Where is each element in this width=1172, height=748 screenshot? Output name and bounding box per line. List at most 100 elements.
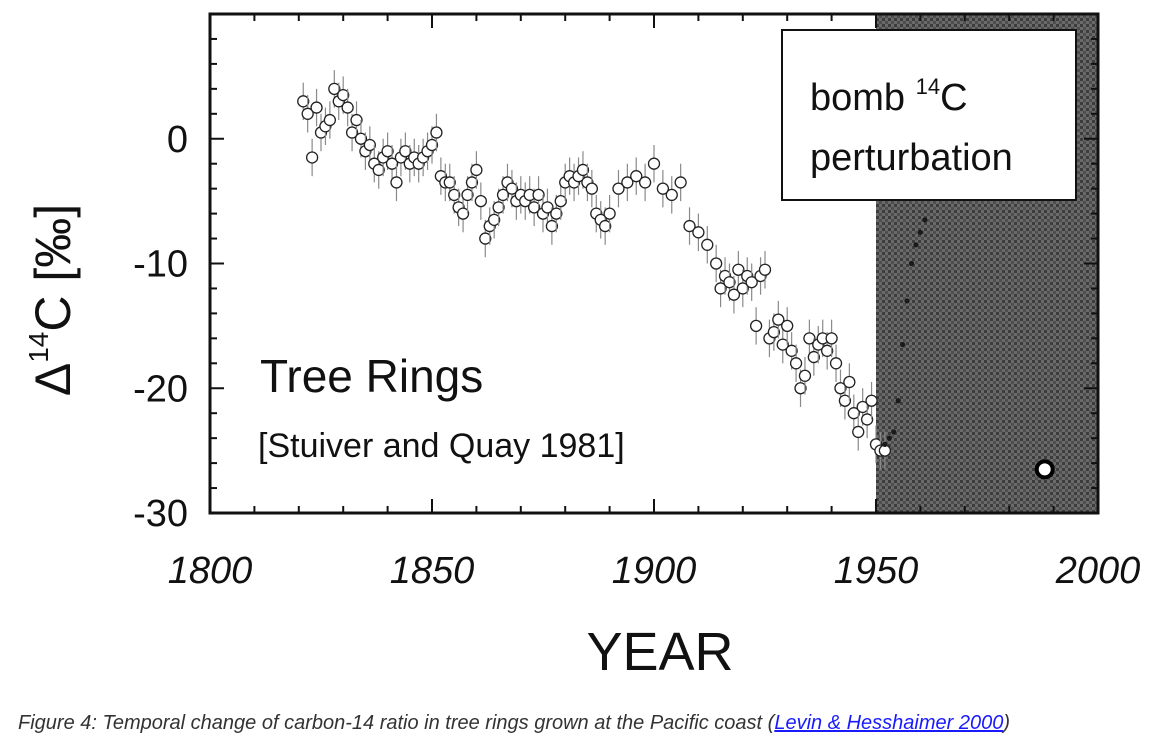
data-point	[474, 194, 487, 208]
data-point	[345, 126, 359, 139]
data-point	[488, 213, 501, 226]
data-point	[798, 369, 812, 382]
bomb-data-point	[895, 398, 901, 404]
caption-text: Figure 4: Temporal change of carbon-14 r…	[18, 712, 775, 734]
data-point	[310, 101, 323, 114]
data-point	[301, 107, 314, 120]
data-point	[860, 413, 874, 426]
data-point	[612, 182, 625, 195]
bomb-data-point	[882, 441, 888, 447]
data-point	[550, 207, 563, 220]
chart: 0 -10 -20 -30 1800 1850 1900 1950 2000 Y…	[23, 12, 1141, 682]
x-tick-label: 1950	[834, 550, 919, 592]
data-point	[350, 113, 363, 127]
data-point	[297, 95, 310, 108]
plot-frame	[208, 12, 1100, 515]
data-point	[456, 207, 470, 220]
data-point	[665, 188, 678, 202]
data-point	[443, 176, 456, 189]
x-tick-label: 1800	[168, 550, 253, 592]
bomb-data-point	[900, 341, 906, 348]
data-point	[829, 357, 843, 370]
data-point	[825, 332, 838, 345]
data-point	[532, 188, 545, 202]
data-point	[390, 176, 403, 189]
data-point	[674, 176, 687, 189]
x-tick-label: 1900	[612, 550, 697, 592]
bomb-annotation-line2: perturbation	[810, 137, 1013, 179]
caption-close: )	[1003, 712, 1011, 734]
recent-data-point	[1034, 459, 1055, 480]
annotation-source: [Stuiver and Quay 1981]	[258, 427, 625, 465]
data-point	[821, 344, 834, 357]
data-point	[852, 425, 865, 439]
caption-citation-link[interactable]: Levin & Hesshaimer 2000	[774, 712, 1004, 734]
data-point	[736, 282, 749, 295]
data-point	[732, 263, 745, 276]
y-tick-label: 0	[167, 119, 188, 161]
data-point	[772, 313, 785, 326]
data-point	[630, 170, 643, 183]
data-point	[425, 138, 439, 152]
data-point	[727, 288, 741, 301]
data-point	[785, 344, 798, 357]
data-point	[305, 151, 319, 164]
data-point	[701, 238, 714, 251]
data-point	[656, 182, 670, 195]
data-point	[638, 176, 652, 189]
data-point	[385, 157, 399, 170]
data-point	[647, 157, 661, 170]
bomb-data-point	[913, 242, 919, 248]
data-point	[554, 194, 567, 208]
data-point	[758, 263, 772, 276]
data-point	[847, 407, 860, 420]
data-point	[745, 276, 758, 289]
data-point	[710, 257, 723, 270]
data-points	[297, 70, 1055, 480]
y-tick-label: -30	[133, 493, 188, 535]
data-point	[585, 182, 598, 195]
data-point	[465, 176, 479, 189]
bomb-data-point	[891, 429, 897, 435]
data-point	[807, 350, 820, 364]
data-point	[692, 226, 705, 239]
data-point	[603, 207, 616, 220]
data-point	[749, 319, 763, 333]
data-point	[492, 201, 505, 214]
data-point	[723, 276, 736, 289]
data-point	[337, 88, 350, 102]
data-point	[789, 357, 803, 370]
data-point	[838, 394, 852, 407]
x-tick-label: 1850	[390, 550, 475, 592]
x-tick-label: 2000	[1055, 550, 1141, 592]
data-point	[363, 138, 376, 152]
bomb-data-point	[922, 217, 928, 223]
bomb-data-point	[917, 229, 924, 235]
data-point	[470, 163, 483, 177]
data-point	[683, 219, 696, 233]
data-point	[461, 188, 474, 202]
data-point	[576, 163, 590, 177]
data-point	[323, 113, 337, 127]
data-point	[399, 145, 412, 158]
data-point	[776, 338, 789, 351]
data-point	[354, 132, 368, 145]
x-axis-label: YEAR	[586, 622, 733, 682]
data-point	[479, 232, 492, 245]
data-point	[599, 219, 612, 233]
data-point	[843, 375, 856, 389]
data-point	[527, 201, 541, 214]
data-point	[372, 163, 385, 177]
data-point	[781, 319, 794, 333]
data-point	[341, 101, 354, 114]
y-axis-label: Δ14C [‰]	[23, 204, 81, 396]
data-point	[856, 400, 869, 414]
data-point	[767, 325, 781, 339]
annotation-title: Tree Rings	[260, 350, 483, 402]
bomb-data-point	[886, 435, 892, 441]
bomb-annotation-line1: bomb 14C	[810, 74, 968, 119]
data-point	[541, 201, 554, 214]
y-tick-label: -20	[133, 368, 188, 410]
data-point	[381, 145, 394, 158]
data-point	[621, 176, 634, 189]
